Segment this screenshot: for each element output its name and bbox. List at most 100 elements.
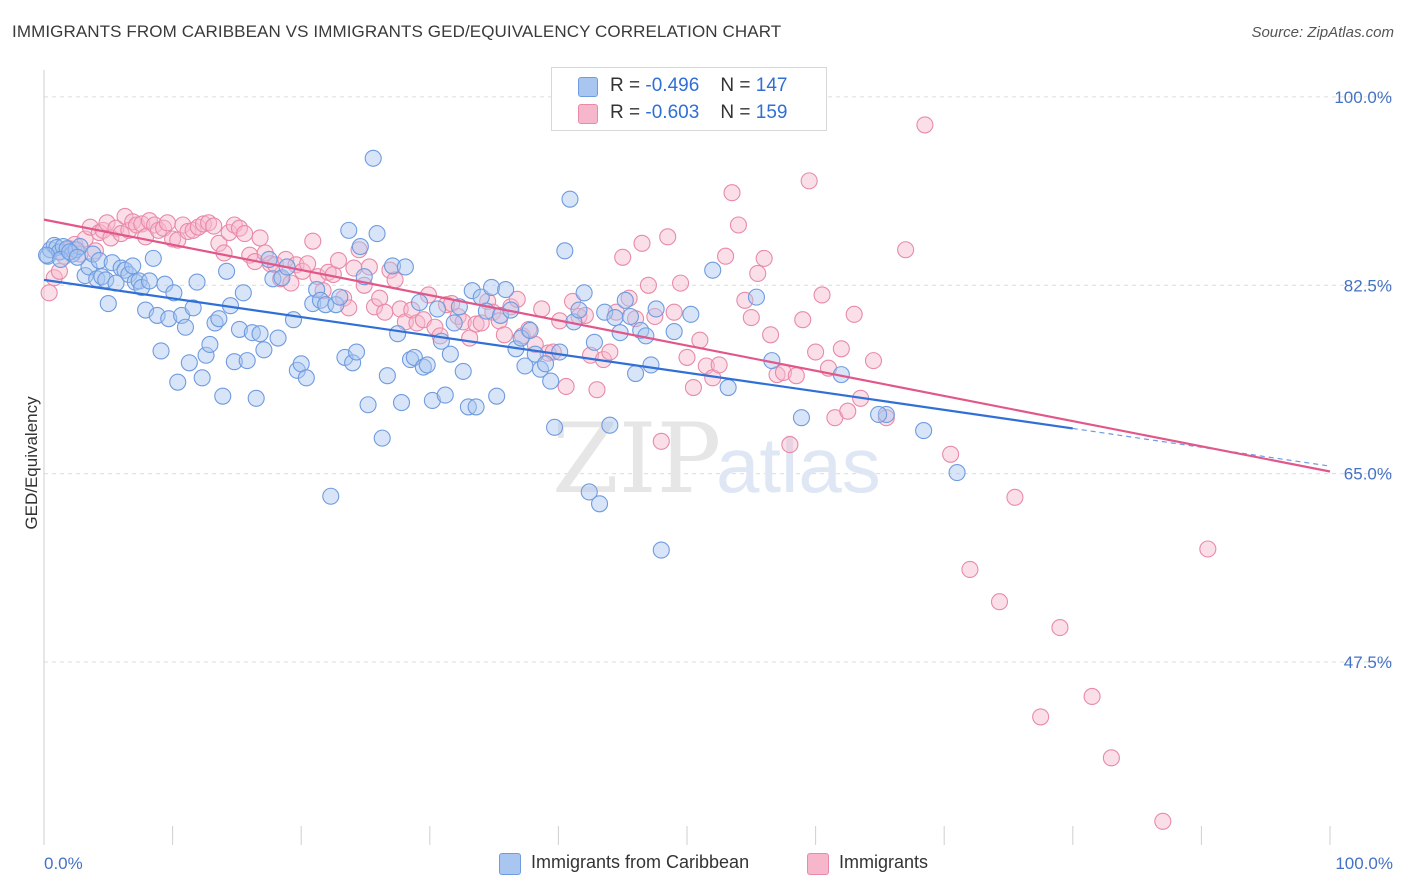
point-caribbean — [156, 275, 174, 293]
point-caribbean — [160, 310, 178, 328]
point-immigrants — [807, 343, 825, 361]
point-caribbean — [585, 333, 603, 351]
point-caribbean — [570, 301, 588, 319]
point-caribbean — [551, 343, 569, 361]
chart-source: Source: ZipAtlas.com — [1251, 24, 1394, 41]
point-immigrants — [813, 286, 831, 304]
watermark: ZIP atlas — [552, 403, 881, 515]
point-caribbean — [359, 396, 377, 414]
point-caribbean — [193, 369, 211, 387]
point-caribbean — [210, 310, 228, 328]
point-caribbean — [647, 300, 665, 318]
bottom-legend-swatch-immigrants — [807, 853, 829, 875]
y-axis-label: GED/Equivalency — [22, 396, 41, 530]
point-immigrants — [684, 378, 702, 397]
chart-title: IMMIGRANTS FROM CARIBBEAN VS IMMIGRANTS … — [12, 22, 782, 41]
point-caribbean — [536, 355, 555, 373]
point-immigrants — [179, 222, 197, 241]
point-caribbean — [482, 278, 501, 296]
point-caribbean — [436, 386, 454, 404]
legend-r-value: -0.603 — [645, 102, 700, 123]
point-immigrants — [304, 232, 322, 250]
y-tick-label: 65.0% — [1344, 465, 1392, 484]
point-immigrants — [467, 315, 485, 333]
trend-lines — [43, 218, 1331, 473]
point-caribbean — [234, 284, 252, 302]
point-caribbean — [621, 307, 639, 326]
point-immigrants — [633, 234, 651, 252]
point-immigrants — [864, 352, 883, 370]
watermark-zip: ZIP — [552, 403, 721, 515]
point-immigrants — [508, 290, 526, 308]
y-tick-label: 82.5% — [1344, 276, 1392, 295]
point-immigrants — [282, 274, 300, 292]
point-caribbean — [545, 418, 564, 436]
point-immigrants — [800, 172, 818, 190]
point-caribbean — [80, 258, 98, 276]
point-immigrants — [236, 225, 254, 243]
point-caribbean — [542, 372, 560, 390]
point-immigrants — [86, 242, 104, 260]
point-immigrants — [128, 216, 146, 234]
point-caribbean — [606, 309, 624, 327]
x-tick-label: 100.0% — [1335, 854, 1393, 873]
legend-r-label: R = — [610, 75, 641, 96]
point-immigrants — [495, 326, 513, 344]
point-immigrants — [365, 298, 384, 316]
point-immigrants — [329, 251, 348, 270]
bottom-legend-swatch-caribbean — [499, 853, 521, 875]
point-caribbean — [627, 364, 645, 383]
point-immigrants — [194, 215, 213, 233]
point-immigrants — [588, 381, 606, 399]
point-caribbean — [665, 323, 683, 341]
point-caribbean — [152, 342, 170, 360]
point-caribbean — [269, 329, 287, 347]
point-caribbean — [297, 369, 315, 387]
point-caribbean — [497, 281, 515, 299]
point-caribbean — [521, 321, 539, 340]
point-caribbean — [188, 273, 206, 291]
point-immigrants — [563, 292, 582, 310]
point-immigrants — [672, 274, 690, 292]
point-caribbean — [255, 341, 273, 359]
point-caribbean — [368, 225, 386, 243]
point-caribbean — [347, 343, 366, 361]
point-caribbean — [556, 242, 574, 260]
point-caribbean — [201, 335, 219, 354]
point-caribbean — [351, 237, 369, 256]
point-caribbean — [99, 295, 117, 313]
y-tick-label: 100.0% — [1334, 88, 1392, 107]
point-caribbean — [238, 352, 256, 370]
point-caribbean — [531, 360, 549, 378]
point-immigrants — [1006, 488, 1024, 506]
point-caribbean — [632, 321, 650, 340]
point-immigrants — [1051, 619, 1069, 637]
legend-n-value: 147 — [755, 75, 788, 96]
point-immigrants — [665, 303, 683, 321]
point-caribbean — [169, 373, 187, 391]
point-caribbean — [124, 257, 142, 275]
point-immigrants — [639, 276, 657, 294]
point-immigrants — [1083, 687, 1101, 706]
point-immigrants — [794, 311, 812, 329]
point-caribbean — [344, 354, 362, 372]
point-caribbean — [378, 367, 396, 385]
point-caribbean — [454, 362, 472, 380]
bottom-legend-label-caribbean: Immigrants from Caribbean — [531, 852, 750, 872]
trend-line-caribbean — [43, 278, 1073, 430]
point-caribbean — [392, 394, 411, 412]
point-caribbean — [184, 299, 202, 317]
series-immigrants-from-caribbean — [38, 149, 966, 559]
point-caribbean — [218, 262, 236, 280]
point-immigrants — [376, 303, 394, 321]
point-caribbean — [428, 300, 447, 318]
point-immigrants — [1199, 540, 1217, 558]
point-immigrants — [251, 229, 269, 247]
point-immigrants — [916, 116, 934, 134]
point-immigrants — [897, 241, 915, 259]
legend-swatch-caribbean — [578, 77, 598, 97]
point-immigrants — [314, 282, 332, 300]
point-caribbean — [652, 541, 670, 559]
point-caribbean — [616, 291, 634, 309]
